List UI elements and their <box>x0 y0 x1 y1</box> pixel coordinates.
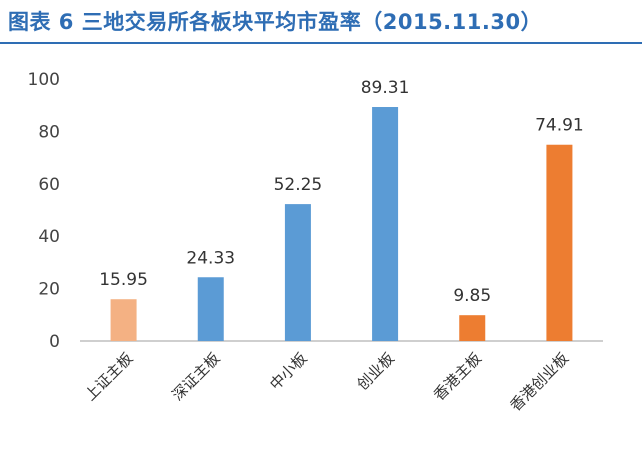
data-label: 9.85 <box>453 286 491 306</box>
title-divider <box>0 42 642 44</box>
y-tick-label: 60 <box>38 175 60 195</box>
data-label: 15.95 <box>99 270 148 290</box>
bar-5 <box>459 315 486 341</box>
data-label: 89.31 <box>361 78 410 98</box>
y-tick-label: 80 <box>38 122 60 142</box>
category-label: 创业板 <box>353 349 398 394</box>
category-label: 香港创业板 <box>506 349 572 415</box>
data-label: 52.25 <box>274 175 323 195</box>
bar-2 <box>197 277 224 341</box>
y-tick-label: 40 <box>38 227 60 247</box>
y-tick-label: 20 <box>38 280 60 300</box>
category-label: 香港主板 <box>430 349 485 404</box>
bar-3 <box>284 204 311 341</box>
bar-6 <box>546 144 573 341</box>
category-label: 中小板 <box>266 349 311 394</box>
bar-4 <box>372 107 399 341</box>
y-tick-label: 0 <box>49 332 60 352</box>
data-label: 24.33 <box>186 248 235 268</box>
y-tick-label: 100 <box>28 70 60 90</box>
data-label: 74.91 <box>535 116 584 136</box>
chart-title: 图表 6 三地交易所各板块平均市盈率（2015.11.30） <box>8 10 543 34</box>
category-label: 深证主板 <box>168 349 223 404</box>
bar-1 <box>110 299 137 341</box>
category-label: 上证主板 <box>81 349 136 404</box>
